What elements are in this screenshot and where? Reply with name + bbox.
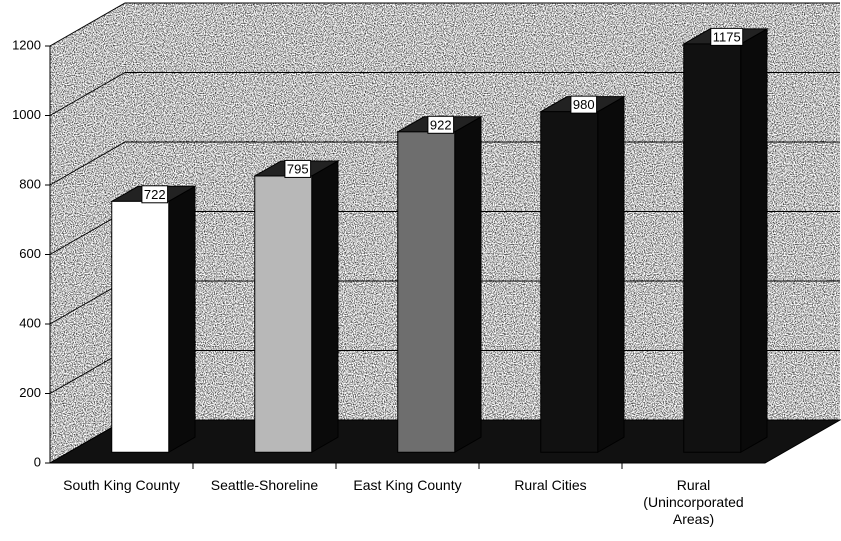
value-label: 722	[144, 187, 166, 202]
bar	[540, 111, 599, 453]
value-label-box	[570, 95, 598, 114]
value-label: 980	[573, 97, 595, 112]
y-tick-label: 200	[19, 385, 41, 400]
bar-side	[740, 28, 768, 454]
bar-side	[311, 160, 339, 454]
bar-side	[597, 95, 625, 454]
value-label: 922	[430, 117, 452, 132]
x-tick-label: Rural Cities	[514, 477, 587, 493]
value-label: 795	[287, 161, 309, 176]
value-label: 1175	[713, 29, 741, 44]
bar	[683, 43, 742, 453]
y-tick-label: 0	[34, 454, 41, 469]
y-tick-label: 600	[19, 246, 41, 261]
bar	[254, 175, 313, 453]
value-label-box	[284, 159, 312, 178]
value-label-box	[710, 27, 744, 46]
bar	[111, 200, 170, 453]
value-label-box	[427, 115, 455, 134]
y-tick-label: 800	[19, 176, 41, 191]
grid-line	[49, 2, 840, 47]
x-tick-label: East King County	[353, 477, 462, 493]
x-tick-label: Seattle-Shoreline	[210, 477, 319, 493]
x-tick-label: South King County	[63, 477, 180, 493]
grid-line	[49, 72, 840, 116]
bar	[397, 131, 456, 453]
bar-side	[168, 185, 196, 454]
x-tick-label: Rural (Unincorporated Areas)	[643, 477, 744, 527]
y-tick-label: 400	[19, 315, 41, 330]
value-label-box	[141, 185, 169, 204]
y-tick-label: 1200	[12, 37, 41, 52]
y-tick-label: 1000	[12, 107, 41, 122]
bar-side	[454, 115, 482, 454]
